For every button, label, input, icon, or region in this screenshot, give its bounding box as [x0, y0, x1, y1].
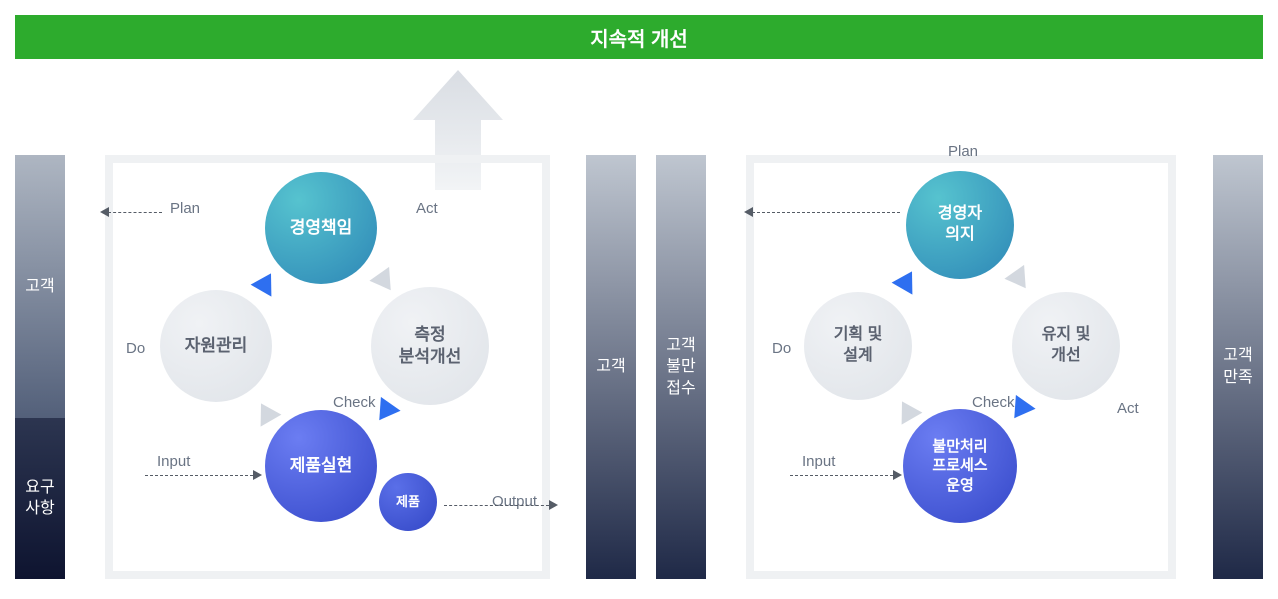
circle-left-product: 제품	[379, 473, 437, 531]
vbar-seg: 고객 불만 접수	[656, 155, 706, 579]
vbar-left1: 고객요구 사항	[15, 155, 65, 579]
dashed-plan-left	[108, 212, 162, 213]
vbar-mid_left: 고객	[586, 155, 636, 579]
vbar-seg: 고객	[586, 155, 636, 579]
label-input-left: Input	[157, 453, 190, 470]
label-do-right: Do	[772, 340, 791, 357]
label-act-left: Act	[416, 200, 438, 217]
label-plan-right: Plan	[948, 143, 978, 160]
label-do-left: Do	[126, 340, 145, 357]
vbar-mid_right: 고객 불만 접수	[656, 155, 706, 579]
label-act-right: Act	[1117, 400, 1139, 417]
label-output-left: Output	[492, 493, 537, 510]
circle-right-right: 유지 및 개선	[1012, 292, 1120, 400]
vbar-seg: 고객 만족	[1213, 155, 1263, 579]
label-check-left: Check	[333, 394, 376, 411]
banner-text: 지속적 개선	[590, 23, 688, 52]
dashed-output-left	[444, 505, 549, 506]
circle-right-top: 경영자 의지	[906, 171, 1014, 279]
arrowhead-input-left	[253, 470, 262, 480]
label-plan-left: Plan	[170, 200, 200, 217]
arrowhead-input-right	[893, 470, 902, 480]
arrowhead-plan-right	[744, 207, 753, 217]
arrowhead-plan-left	[100, 207, 109, 217]
arrowhead-output-left	[549, 500, 558, 510]
label-input-right: Input	[802, 453, 835, 470]
banner-continuous-improvement: 지속적 개선	[15, 15, 1263, 59]
vbar-seg: 요구 사항	[15, 418, 65, 579]
circle-left-bottom: 제품실현	[265, 410, 377, 522]
circle-right-bottom: 불만처리 프로세스 운영	[903, 409, 1017, 523]
vbar-seg: 고객	[15, 155, 65, 418]
dashed-plan-right	[752, 212, 900, 213]
circle-left-left: 자원관리	[160, 290, 272, 402]
dashed-input-right	[790, 475, 893, 476]
circle-right-left: 기획 및 설계	[804, 292, 912, 400]
circle-left-right: 측정 분석개선	[371, 287, 489, 405]
dashed-input-left	[145, 475, 253, 476]
circle-left-top: 경영책임	[265, 172, 377, 284]
vbar-right1: 고객 만족	[1213, 155, 1263, 579]
